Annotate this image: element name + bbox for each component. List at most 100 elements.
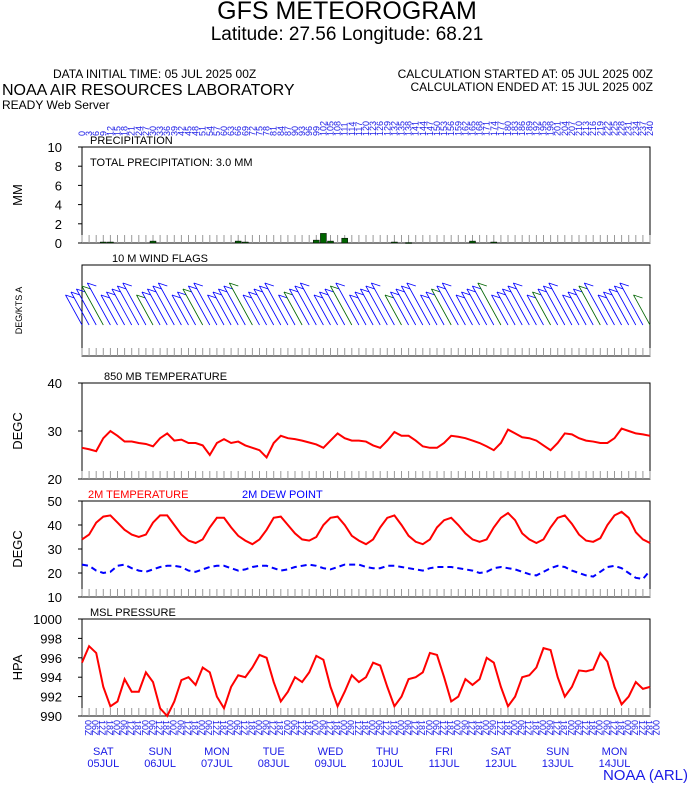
wind-barb: [289, 288, 310, 326]
day-date-label: 13JUL: [542, 758, 574, 770]
wind-barb: [502, 288, 523, 326]
utc-hour-label: 00Z: [623, 720, 633, 736]
precip-y-tick-label: 6: [55, 178, 62, 193]
day-name-label: TUE: [263, 746, 285, 758]
wind-barb-flag: [141, 291, 152, 296]
utc-hour-label: 18Z: [587, 720, 597, 736]
wind-barb-flag: [300, 282, 310, 287]
top-hour-label: 36: [162, 126, 172, 136]
top-hour-label: 171: [482, 121, 492, 136]
top-hour-label: 120: [361, 121, 371, 136]
day-name-label: SAT: [93, 746, 114, 758]
precip-bar: [107, 241, 114, 244]
wind-barb: [86, 282, 111, 326]
utc-hour-label: 12Z: [580, 720, 590, 736]
wind-barb-flag: [253, 288, 264, 293]
utc-hour-label: 06Z: [630, 720, 640, 736]
precip-bar: [405, 242, 412, 244]
wind-barb-flag: [248, 291, 258, 296]
wind-barb-flag: [324, 288, 335, 293]
top-hour-label: 189: [524, 121, 534, 136]
wind-barb: [294, 285, 317, 326]
wind-barb: [147, 288, 168, 326]
wind-barb-flag: [406, 282, 416, 287]
top-hour-label: 147: [425, 121, 435, 136]
wind-barb: [400, 285, 424, 326]
wind-barb-flag: [548, 282, 558, 287]
wind-barb: [431, 288, 452, 326]
top-hour-label: 204: [560, 121, 570, 136]
wind-barb: [116, 285, 140, 326]
wind-barb-flag: [264, 282, 274, 287]
top-hour-label: 78: [262, 126, 272, 136]
wind-barb-flag: [158, 282, 168, 287]
utc-hour-label: 12Z: [182, 720, 192, 736]
t2m-legend-temperature: 2M TEMPERATURE: [88, 489, 188, 501]
wind-barb-flag: [76, 288, 86, 293]
wind-frame: [81, 264, 651, 357]
t850-title: 850 MB TEMPERATURE: [104, 371, 227, 383]
utc-hour-label: 00Z: [168, 720, 178, 736]
utc-hour-label: 18Z: [530, 720, 540, 736]
utc-hour-label: 18Z: [559, 720, 569, 736]
wind-barb: [136, 294, 154, 326]
precip-bar: [341, 237, 348, 244]
top-hour-label: 156: [446, 121, 456, 136]
wind-barb-flag: [466, 288, 477, 293]
wind-barb-flag: [537, 288, 548, 293]
day-date-label: 06JUL: [144, 758, 176, 770]
top-hour-label: 183: [510, 121, 520, 136]
utc-hour-label: 12Z: [296, 720, 306, 736]
wind-barb: [278, 294, 296, 326]
wind-barb: [283, 291, 303, 326]
wind-barb: [526, 294, 544, 326]
wind-barb: [248, 291, 267, 326]
top-hour-label: 15: [113, 126, 123, 136]
wind-barb-flag: [354, 291, 365, 296]
top-hour-label: 102: [318, 121, 328, 136]
day-date-label: 07JUL: [201, 758, 233, 770]
top-hour-label: 27: [141, 126, 151, 136]
t2m-temperature-line: [81, 510, 651, 546]
wind-barb: [390, 291, 409, 326]
wind-barb: [466, 288, 488, 326]
wind-barb-flag: [111, 288, 122, 293]
wind-barb-flag: [614, 285, 624, 290]
t2m-y-tick-label: 10: [48, 590, 62, 605]
day-date-label: 14JUL: [599, 758, 631, 770]
wind-barb-flag: [507, 285, 517, 290]
mslp-frame: [81, 618, 651, 717]
top-hour-label: 0: [77, 131, 87, 136]
top-hour-label: 210: [574, 121, 584, 136]
precip-bar: [234, 240, 242, 244]
top-hour-label: 60: [219, 126, 229, 136]
wind-barb: [420, 294, 438, 326]
mslp-y-tick-label: 992: [40, 690, 62, 705]
wind-barb-flag: [608, 288, 619, 293]
t2m-dewpoint-line: [81, 563, 651, 581]
footer-credit: NOAA (ARL): [602, 767, 688, 784]
utc-hour-label: 00Z: [509, 720, 519, 736]
wind-barb-flag: [633, 294, 643, 299]
top-hour-label: 99: [311, 126, 321, 136]
wind-barb: [471, 285, 495, 326]
wind-barb: [491, 294, 509, 326]
top-hour-label: 219: [595, 121, 605, 136]
mslp-y-tick-label: 996: [40, 651, 62, 666]
utc-hour-label: 00Z: [111, 720, 121, 736]
day-name-label: SUN: [546, 746, 569, 758]
utc-hour-label: 18Z: [474, 720, 484, 736]
top-hour-label: 111: [340, 122, 350, 136]
wind-barb-flag: [193, 282, 203, 287]
top-hour-label: 42: [176, 126, 186, 136]
utc-hour-label: 12Z: [211, 720, 221, 736]
wind-barb: [193, 282, 218, 326]
utc-hour-label: 06Z: [175, 720, 185, 736]
top-hour-label: 117: [354, 122, 364, 136]
wind-barb: [578, 285, 601, 326]
top-hour-label: 228: [617, 121, 627, 136]
day-name-label: SUN: [148, 746, 171, 758]
wind-barb: [496, 291, 516, 326]
wind-barb-flag: [390, 291, 400, 296]
